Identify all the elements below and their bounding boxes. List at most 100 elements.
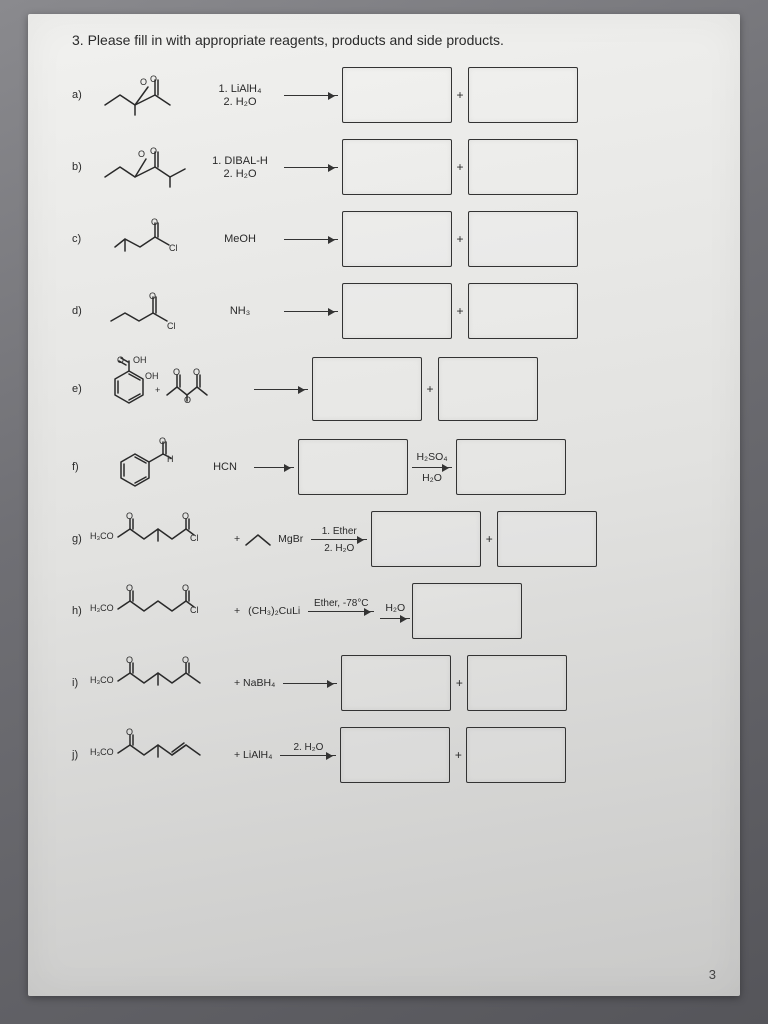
plus-symbol: + bbox=[481, 532, 497, 546]
reagent-line: 2. H₂O bbox=[224, 168, 257, 180]
starting-material-d: O Cl bbox=[90, 291, 200, 331]
svg-text:O: O bbox=[182, 511, 189, 521]
starting-material-a: O O bbox=[90, 75, 200, 115]
starting-material-c: O Cl bbox=[90, 219, 200, 259]
question-text: Please fill in with appropriate reagents… bbox=[88, 32, 504, 48]
arrow-label-top: 1. Ether bbox=[311, 526, 367, 537]
plus-symbol: + bbox=[452, 304, 468, 318]
arrow-icon: 1. Ether 2. H₂O bbox=[311, 539, 367, 540]
mid-reagent-h: H₂O bbox=[378, 602, 412, 621]
svg-text:O: O bbox=[138, 149, 145, 159]
plus-symbol: + bbox=[452, 232, 468, 246]
svg-text:Cl: Cl bbox=[169, 243, 178, 253]
plus-symbol: + bbox=[422, 382, 438, 396]
row-label: j) bbox=[72, 749, 90, 761]
answer-box[interactable] bbox=[497, 511, 597, 567]
svg-text:O: O bbox=[140, 77, 147, 87]
arrow-icon bbox=[284, 311, 338, 312]
svg-text:O: O bbox=[126, 583, 133, 593]
svg-text:O: O bbox=[193, 367, 200, 377]
arrow-icon bbox=[254, 467, 294, 468]
answer-box[interactable] bbox=[371, 511, 481, 567]
arrow-label-bottom: 2. H₂O bbox=[311, 543, 367, 554]
reagents-b: 1. DIBAL-H 2. H₂O bbox=[200, 155, 280, 180]
row-a: a) O O 1. LiAlH₄ 2. H₂O + bbox=[72, 62, 716, 128]
answer-box[interactable] bbox=[468, 139, 578, 195]
reagent-line: H₂SO₄ bbox=[416, 451, 447, 463]
answer-box[interactable] bbox=[438, 357, 538, 421]
answer-box[interactable] bbox=[412, 583, 522, 639]
arrow-icon bbox=[380, 618, 410, 619]
row-label: g) bbox=[72, 533, 90, 545]
plus-symbol: + bbox=[450, 748, 466, 762]
svg-text:O: O bbox=[150, 146, 157, 156]
answer-box[interactable] bbox=[312, 357, 422, 421]
row-label: i) bbox=[72, 677, 90, 689]
answer-box[interactable] bbox=[342, 283, 452, 339]
row-label: d) bbox=[72, 305, 90, 317]
mid-reagents-f: H₂SO₄ H₂O bbox=[408, 451, 456, 484]
reagent-line: 1. LiAlH₄ bbox=[218, 83, 261, 95]
svg-text:H₃CO: H₃CO bbox=[90, 531, 114, 541]
svg-text:O: O bbox=[151, 217, 158, 227]
reagent-line: 2. H₂O bbox=[224, 96, 257, 108]
svg-text:O: O bbox=[126, 655, 133, 665]
plus-symbol: + bbox=[230, 533, 244, 545]
arrow-icon bbox=[284, 239, 338, 240]
row-label: a) bbox=[72, 89, 90, 101]
row-label: f) bbox=[72, 461, 90, 473]
arrow-icon: Ether, -78°C bbox=[308, 611, 374, 612]
row-label: b) bbox=[72, 161, 90, 173]
svg-text:O: O bbox=[150, 74, 157, 84]
reagent-text: + NaBH₄ bbox=[230, 677, 279, 689]
svg-text:OH: OH bbox=[133, 355, 147, 365]
row-e: e) OH O OH + OO O + bbox=[72, 350, 716, 428]
svg-text:O: O bbox=[182, 583, 189, 593]
grignard-reagent: MgBr bbox=[244, 529, 307, 549]
answer-box[interactable] bbox=[468, 283, 578, 339]
svg-text:O: O bbox=[182, 655, 189, 665]
answer-box[interactable] bbox=[467, 655, 567, 711]
reagents-c: MeOH bbox=[200, 233, 280, 245]
reagent-line: MeOH bbox=[224, 233, 256, 245]
arrow-icon: 2. H₂O bbox=[280, 755, 336, 756]
answer-box[interactable] bbox=[341, 655, 451, 711]
svg-text:H₃CO: H₃CO bbox=[90, 675, 114, 685]
page-number: 3 bbox=[709, 967, 716, 982]
row-j: j) H₃CO O + LiAlH₄ 2. H₂O + bbox=[72, 722, 716, 788]
row-h: h) H₃CO O O Cl + (CH₃)₂CuLi Ether, -78°C… bbox=[72, 578, 716, 644]
arrow-icon bbox=[284, 167, 338, 168]
starting-material-i: H₃CO O O bbox=[90, 661, 230, 705]
svg-text:+: + bbox=[155, 385, 160, 395]
answer-box[interactable] bbox=[342, 211, 452, 267]
reagent-text: MgBr bbox=[274, 533, 307, 545]
worksheet-page: 3. Please fill in with appropriate reage… bbox=[28, 14, 740, 996]
svg-text:O: O bbox=[126, 511, 133, 521]
answer-box[interactable] bbox=[468, 211, 578, 267]
svg-text:O: O bbox=[159, 436, 166, 446]
row-g: g) H₃CO O O Cl + MgBr 1. Ether 2. H₂O bbox=[72, 506, 716, 572]
row-label: c) bbox=[72, 233, 90, 245]
answer-box[interactable] bbox=[456, 439, 566, 495]
plus-symbol: + bbox=[452, 88, 468, 102]
reagent-line: H₂O bbox=[385, 602, 405, 614]
row-i: i) H₃CO O O + NaBH₄ + bbox=[72, 650, 716, 716]
svg-text:O: O bbox=[173, 367, 180, 377]
svg-text:O: O bbox=[149, 291, 156, 301]
reagent-line: HCN bbox=[213, 461, 237, 473]
answer-box[interactable] bbox=[342, 67, 452, 123]
reagent-line: NH₃ bbox=[230, 305, 250, 317]
answer-box[interactable] bbox=[298, 439, 408, 495]
answer-box[interactable] bbox=[466, 727, 566, 783]
reagents-d: NH₃ bbox=[200, 305, 280, 317]
row-label: e) bbox=[72, 383, 90, 395]
svg-text:H₃CO: H₃CO bbox=[90, 747, 114, 757]
answer-box[interactable] bbox=[340, 727, 450, 783]
answer-box[interactable] bbox=[342, 139, 452, 195]
plus-symbol: + bbox=[451, 676, 467, 690]
row-c: c) O Cl MeOH + bbox=[72, 206, 716, 272]
starting-material-g: H₃CO O O Cl bbox=[90, 517, 230, 561]
svg-text:O: O bbox=[126, 727, 133, 737]
reagents-a: 1. LiAlH₄ 2. H₂O bbox=[200, 83, 280, 108]
answer-box[interactable] bbox=[468, 67, 578, 123]
